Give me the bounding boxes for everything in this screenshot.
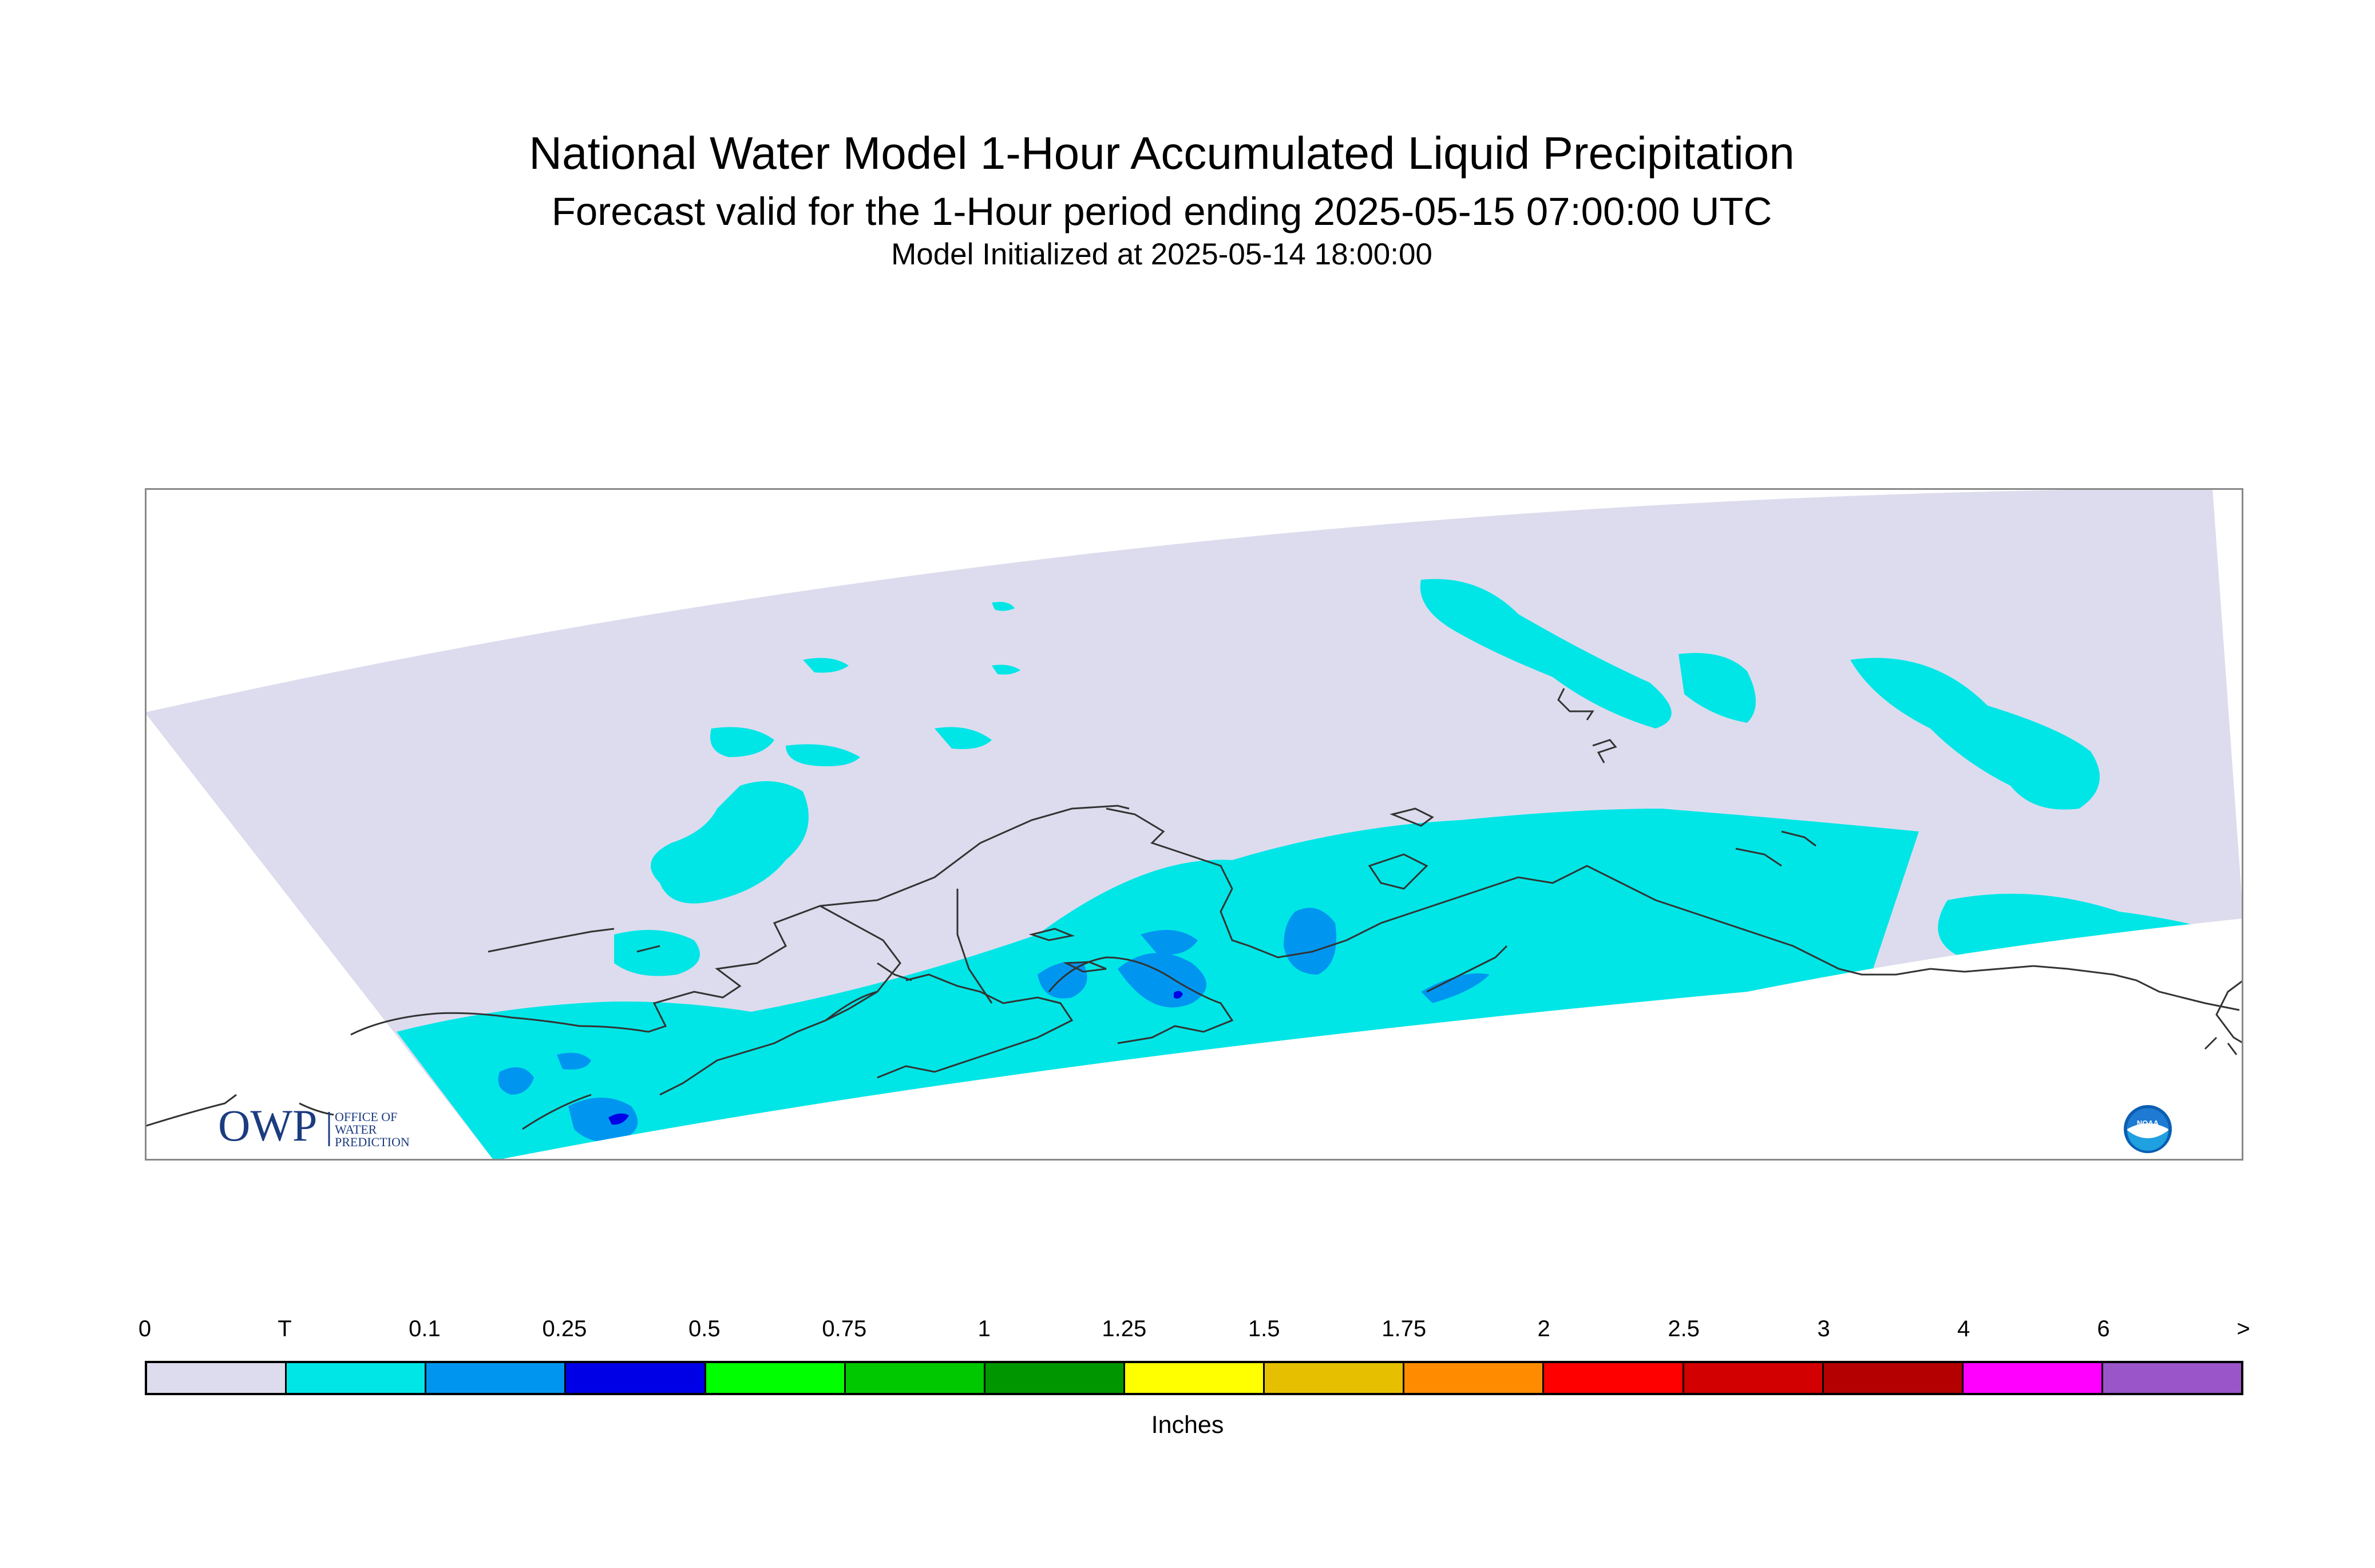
legend-swatch-4 bbox=[706, 1363, 846, 1393]
owp-logo-line-3: PREDICTION bbox=[335, 1135, 410, 1149]
legend-swatch-12 bbox=[1823, 1363, 1964, 1393]
legend-tick-label: > bbox=[2237, 1316, 2250, 1341]
legend-tick-label: 0.5 bbox=[688, 1316, 721, 1341]
noaa-logo: NOAA bbox=[2124, 1105, 2172, 1153]
legend-tick-label: 0.1 bbox=[409, 1316, 441, 1341]
owp-logo-letters: OWP bbox=[218, 1100, 317, 1150]
legend-tick-label: 1.25 bbox=[1102, 1316, 1147, 1341]
coastlines bbox=[145, 688, 2243, 1130]
legend-swatch-9 bbox=[1404, 1363, 1545, 1393]
legend-tick-label: 0.75 bbox=[822, 1316, 867, 1341]
legend-swatch-8 bbox=[1265, 1363, 1405, 1393]
map-frame bbox=[145, 488, 2243, 1161]
legend-tick-label: 2.5 bbox=[1668, 1316, 1700, 1341]
legend-swatch-13 bbox=[1963, 1363, 2103, 1393]
legend-tick-label: 0.25 bbox=[542, 1316, 587, 1341]
legend-tick-label: 2 bbox=[1537, 1316, 1550, 1341]
precipitation-map: OWP OFFICE OF WATER PREDICTION NOAA bbox=[145, 488, 2243, 1161]
owp-logo: OWP OFFICE OF WATER PREDICTION bbox=[218, 1100, 410, 1150]
legend-swatch-1 bbox=[287, 1363, 427, 1393]
legend-units-label: Inches bbox=[1151, 1411, 1224, 1439]
legend-tick-label: 4 bbox=[1957, 1316, 1970, 1341]
legend-swatch-2 bbox=[426, 1363, 567, 1393]
noaa-logo-text: NOAA bbox=[2137, 1119, 2159, 1127]
legend-labels: 0 T 0.1 0.25 0.5 0.75 1 1.25 1.5 1.75 2 2.5 3 4 6 > bbox=[0, 1316, 2375, 1356]
legend-tick-label: 0 bbox=[138, 1316, 152, 1341]
legend-tick-label: T bbox=[278, 1316, 292, 1341]
legend-swatch-10 bbox=[1544, 1363, 1684, 1393]
legend-swatch-7 bbox=[1125, 1363, 1265, 1393]
legend-tick-label: 1 bbox=[977, 1316, 991, 1341]
legend-tick-label: 3 bbox=[1817, 1316, 1830, 1341]
legend-tick-label: 6 bbox=[2097, 1316, 2110, 1341]
chart-title: National Water Model 1-Hour Accumulated … bbox=[529, 128, 1795, 179]
legend-swatch-11 bbox=[1684, 1363, 1824, 1393]
owp-logo-line-1: OFFICE OF bbox=[335, 1110, 397, 1124]
owp-logo-line-2: WATER bbox=[335, 1122, 377, 1137]
legend-swatch-5 bbox=[845, 1363, 985, 1393]
legend-swatch-6 bbox=[985, 1363, 1125, 1393]
legend-swatch-3 bbox=[566, 1363, 706, 1393]
legend-colorbar bbox=[145, 1361, 2243, 1395]
legend-tick-label: 1.5 bbox=[1248, 1316, 1280, 1341]
legend-swatch-14 bbox=[2103, 1363, 2242, 1393]
heavy-precip-areas bbox=[608, 991, 1183, 1125]
legend-swatch-0 bbox=[147, 1363, 287, 1393]
model-init-label: Model Initialized at 2025-05-14 18:00:00 bbox=[891, 237, 1432, 271]
light-precip-areas bbox=[498, 908, 1490, 1142]
chart-subtitle: Forecast valid for the 1-Hour period end… bbox=[551, 189, 1772, 233]
legend-tick-label: 1.75 bbox=[1382, 1316, 1427, 1341]
